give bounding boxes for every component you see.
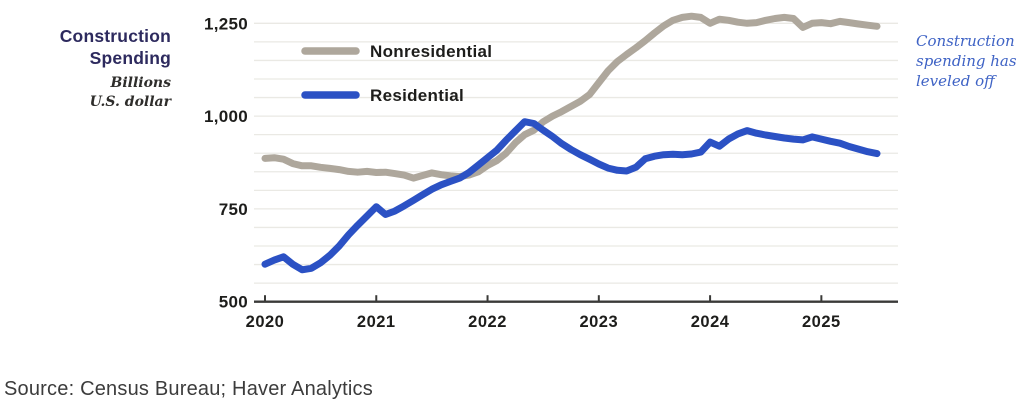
x-tick-label: 2025 [802,313,841,331]
chart-subtitle-line-2: U.S. dollar [89,94,171,110]
y-tick-label: 500 [219,293,248,312]
chart-title-line-1: Construction [59,26,171,46]
y-tick-label: 1,250 [204,14,248,33]
x-tick-label: 2021 [357,313,396,331]
x-tick-label: 2022 [468,313,507,331]
y-tick-label: 750 [219,200,248,219]
chart-subtitle-line-1: Billions [110,75,171,91]
line-chart: 2020 2021 2022 2023 2024 2025 500 750 1,000 1,250… [204,12,898,331]
chart-title-block: Construction Spending Billions U.S. doll… [0,25,171,112]
x-tick-label: 2020 [246,313,285,331]
source-note: Source: Census Bureau; Haver Analytics [4,378,373,400]
x-tick-label: 2024 [691,313,730,331]
legend-label-residential: Residential [370,86,464,105]
legend-label-nonresidential: Nonresidential [370,42,492,61]
chart-units-subtitle: Billions U.S. dollar [0,74,171,112]
series-line-nonresidential [261,12,881,182]
series-line-residential [261,118,881,274]
chart-title-line-2: Spending [89,48,171,68]
x-tick-label: 2023 [579,313,618,331]
chart-annotation: Construction spending has leveled off [916,32,1017,90]
y-tick-label: 1,000 [204,107,248,126]
